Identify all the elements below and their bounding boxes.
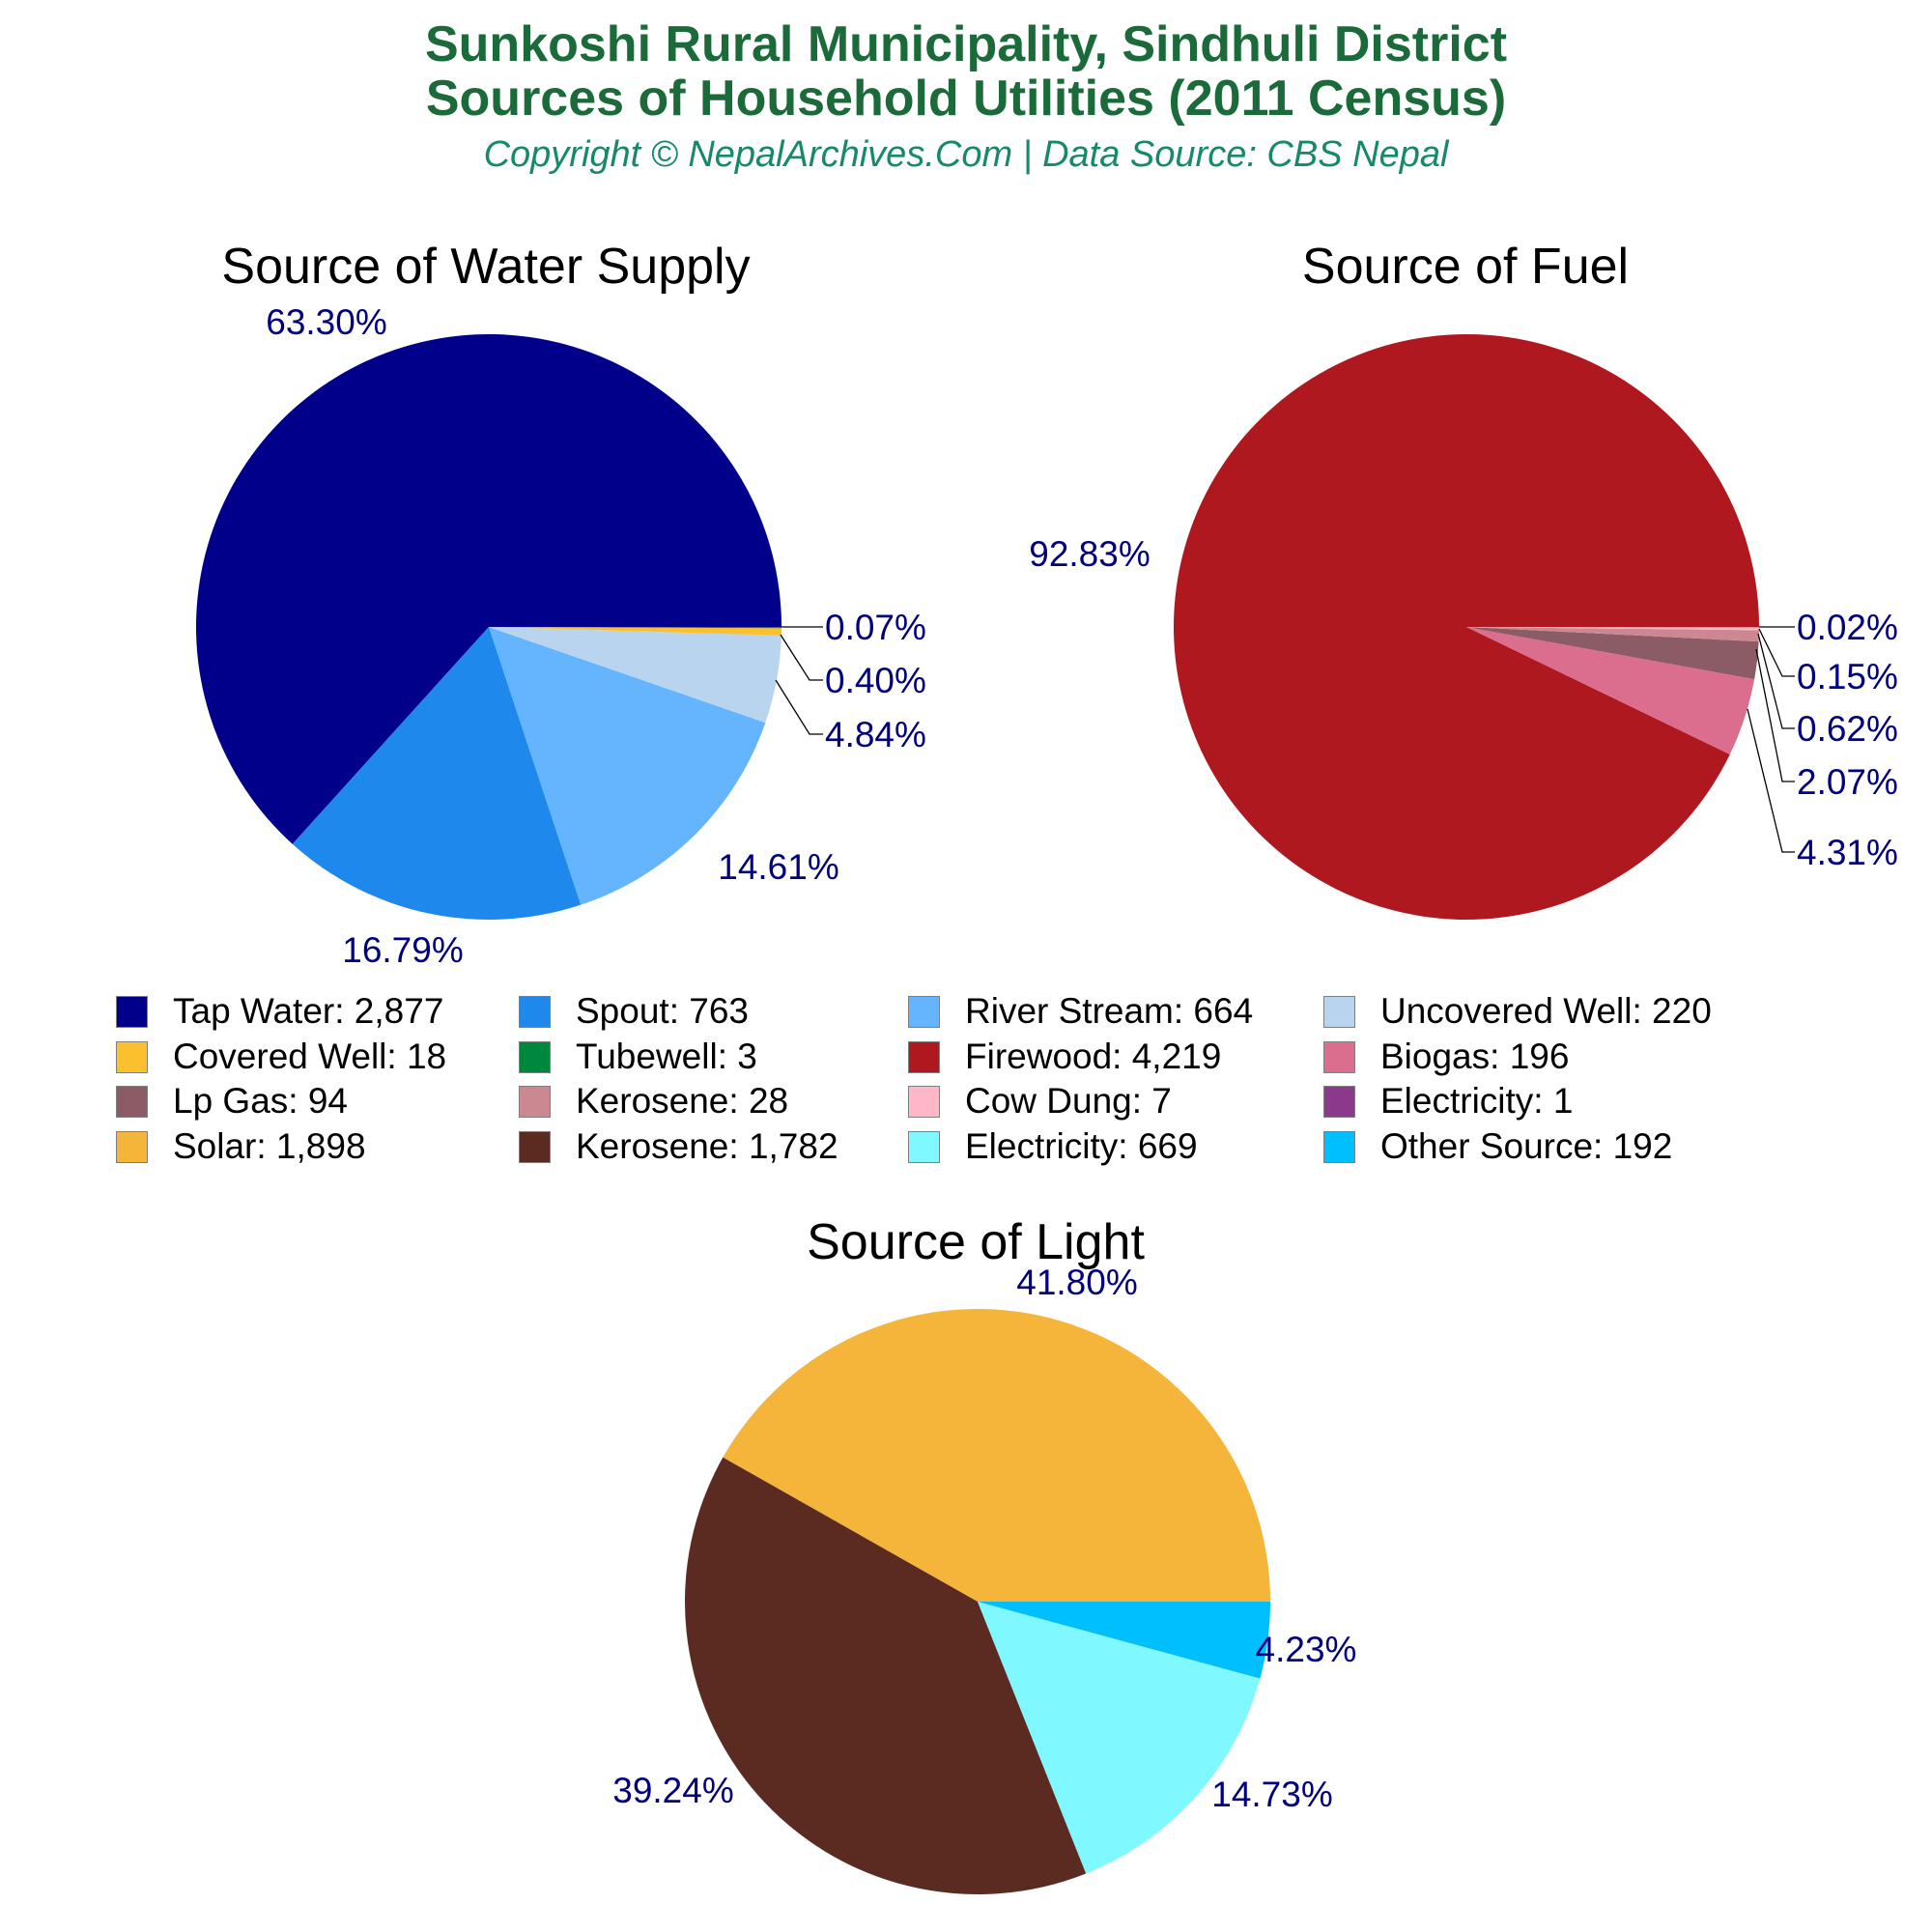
legend-label: River Stream: 664 <box>965 991 1254 1031</box>
pie-slice-river-stream <box>489 627 766 905</box>
legend-label: Covered Well: 18 <box>173 1037 447 1076</box>
legend-label: Tap Water: 2,877 <box>173 991 444 1031</box>
fuel-slices <box>1174 334 1760 921</box>
legend-label: Biogas: 196 <box>1380 1037 1570 1076</box>
legend-label: Spout: 763 <box>576 991 749 1031</box>
legend-item: Lp Gas: 94 <box>116 1079 348 1123</box>
legend-swatch <box>1323 1130 1355 1163</box>
water-pct-tube: 0.07% <box>825 608 926 647</box>
legend-label: Solar: 1,898 <box>173 1126 366 1166</box>
fuel-pct-cowdung: 0.15% <box>1797 657 1898 696</box>
legend-swatch <box>519 1040 551 1073</box>
water-pct-river: 14.61% <box>718 847 839 887</box>
legend-swatch <box>1323 1085 1355 1118</box>
fuel-pct-lpgas: 2.07% <box>1797 762 1898 802</box>
legend-label: Electricity: 1 <box>1380 1081 1574 1121</box>
chart-title-line1: Sunkoshi Rural Municipality, Sindhuli Di… <box>424 16 1508 72</box>
legend-item: Solar: 1,898 <box>116 1124 366 1169</box>
leader-line <box>1758 628 1795 677</box>
legend-swatch <box>908 1040 940 1073</box>
legend-label: Firewood: 4,219 <box>965 1037 1222 1076</box>
legend-item: Cow Dung: 7 <box>908 1079 1172 1123</box>
pie-slice-covered-well <box>489 627 781 636</box>
pie-slice-solar <box>723 1309 1270 1602</box>
legend-item: Electricity: 669 <box>908 1124 1198 1169</box>
light-pct-solar: 41.80% <box>1016 1263 1138 1302</box>
fuel-title: Source of Fuel <box>1302 239 1629 295</box>
legend-item: River Stream: 664 <box>908 989 1253 1034</box>
pie-slice-cow-dung <box>1466 627 1759 631</box>
legend-swatch <box>1323 995 1355 1028</box>
pie-slice-electricity <box>978 1602 1261 1874</box>
legend-item: Kerosene: 28 <box>519 1079 788 1123</box>
pie-slice-lp-gas <box>1466 627 1759 680</box>
fuel-pct-firewood: 92.83% <box>1029 534 1151 574</box>
legend-swatch <box>519 1130 551 1163</box>
pie-slice-biogas <box>1466 627 1755 754</box>
copyright-text: Copyright © NepalArchives.Com | Data Sou… <box>483 134 1449 175</box>
light-pct-electricity: 14.73% <box>1211 1775 1333 1814</box>
legend-swatch <box>908 995 940 1028</box>
leader-line <box>1747 708 1795 853</box>
legend-item: Tap Water: 2,877 <box>116 989 443 1034</box>
pie-slice-spout <box>292 627 582 921</box>
fuel-pct-kerosene: 0.62% <box>1797 709 1898 749</box>
legend-swatch <box>519 995 551 1028</box>
fuel-pct-electricity: 0.02% <box>1797 608 1898 647</box>
pie-slice-tubewell <box>489 627 782 629</box>
light-pct-kerosene: 39.24% <box>612 1771 734 1810</box>
water-supply-slices <box>196 334 782 921</box>
water-pct-tap: 63.30% <box>266 302 387 342</box>
pie-slice-kerosene <box>1466 627 1759 642</box>
legend-item: Tubewell: 3 <box>519 1035 757 1079</box>
legend-swatch <box>116 1085 148 1118</box>
legend-swatch <box>1323 1040 1355 1073</box>
water-supply-pie: Source of Water Supply 63.30% 16.79% 14.… <box>196 239 926 970</box>
light-title: Source of Light <box>807 1214 1145 1270</box>
water-pct-covered: 0.40% <box>825 661 926 700</box>
legend-label: Tubewell: 3 <box>576 1037 757 1076</box>
water-supply-title: Source of Water Supply <box>221 239 750 295</box>
light-slices <box>685 1309 1270 1895</box>
legend-label: Electricity: 669 <box>965 1126 1198 1166</box>
legend-label: Other Source: 192 <box>1380 1126 1673 1166</box>
legend-label: Kerosene: 1,782 <box>576 1126 838 1166</box>
legend-label: Lp Gas: 94 <box>173 1081 349 1121</box>
leader-line <box>775 679 823 735</box>
pie-slice-kerosene <box>685 1457 1087 1895</box>
chart-title-line2: Sources of Household Utilities (2011 Cen… <box>425 71 1507 127</box>
legend-swatch <box>116 995 148 1028</box>
light-pie: Source of Light 41.80% 39.24% 14.73% 4.2… <box>612 1214 1357 1895</box>
legend-swatch <box>908 1085 940 1118</box>
water-pct-spout: 16.79% <box>342 930 464 970</box>
fuel-pct-biogas: 4.31% <box>1797 833 1898 872</box>
legend-label: Cow Dung: 7 <box>965 1081 1172 1121</box>
leader-line <box>1755 648 1795 782</box>
pie-slice-uncovered-well <box>489 627 781 724</box>
legend-swatch <box>116 1040 148 1073</box>
legend-item: Kerosene: 1,782 <box>519 1124 838 1169</box>
legend-swatch <box>116 1130 148 1163</box>
pie-slice-other-source <box>978 1602 1270 1679</box>
legend-swatch <box>519 1085 551 1118</box>
fuel-pie: Source of Fuel 92.83% 0.02% 0.15% 0.62% … <box>1029 239 1898 921</box>
legend-item: Firewood: 4,219 <box>908 1035 1221 1079</box>
legend-item: Other Source: 192 <box>1323 1124 1672 1169</box>
light-pct-other: 4.23% <box>1256 1630 1357 1669</box>
legend-label: Uncovered Well: 220 <box>1380 991 1712 1031</box>
legend-item: Uncovered Well: 220 <box>1323 989 1712 1034</box>
pie-slice-tap-water <box>196 334 781 844</box>
water-pct-uncovered: 4.84% <box>825 715 926 754</box>
legend-item: Spout: 763 <box>519 989 749 1034</box>
legend-swatch <box>908 1130 940 1163</box>
leader-line <box>780 634 823 681</box>
legend-item: Covered Well: 18 <box>116 1035 446 1079</box>
legend-label: Kerosene: 28 <box>576 1081 789 1121</box>
legend-item: Electricity: 1 <box>1323 1079 1573 1123</box>
legend-item: Biogas: 196 <box>1323 1035 1569 1079</box>
pie-slice-firewood <box>1174 334 1759 921</box>
leader-line <box>1757 633 1795 729</box>
